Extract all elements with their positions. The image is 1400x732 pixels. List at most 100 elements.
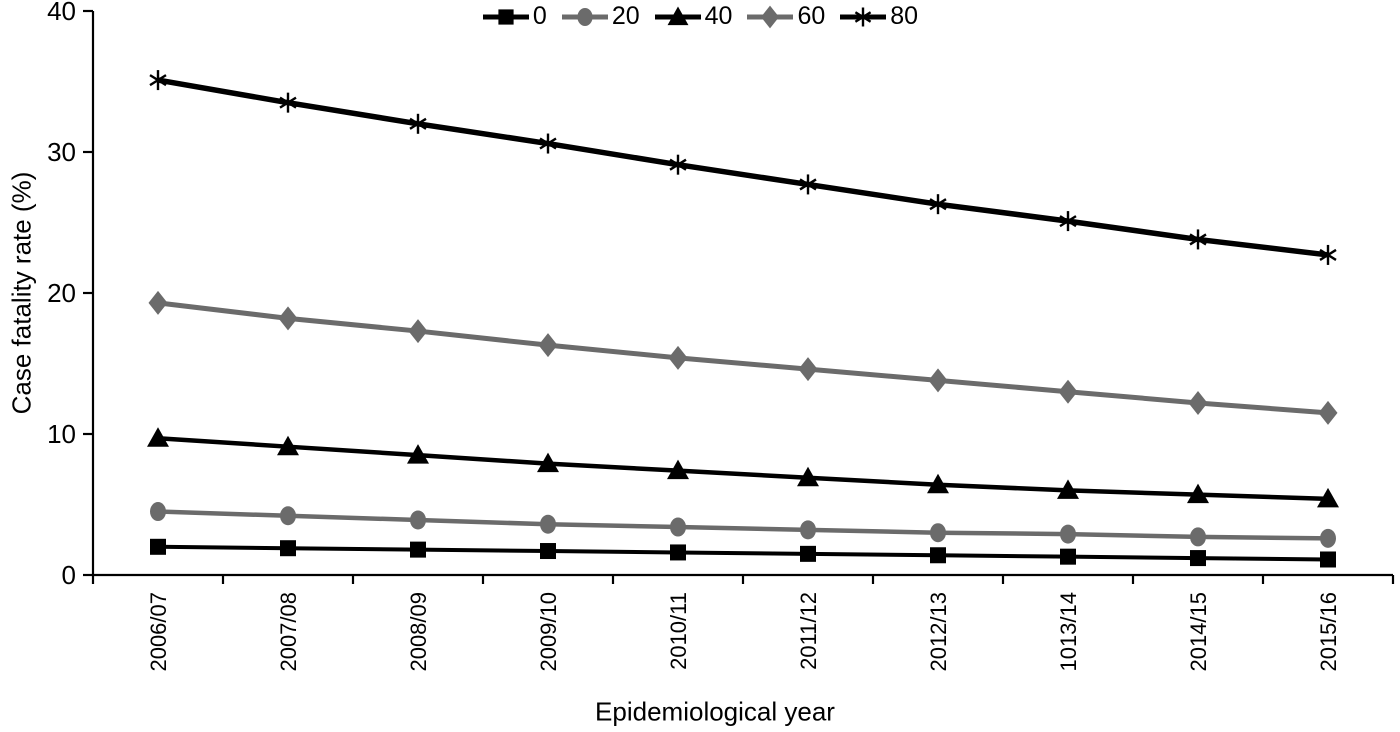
data-point-marker diamond-icon — [928, 368, 948, 393]
x-tick-label: 2014/15 — [1186, 592, 1211, 672]
data-point-marker diamond-icon — [798, 357, 818, 382]
data-point-marker asterisk-icon — [799, 178, 817, 191]
data-point-marker triangle-icon — [667, 459, 689, 480]
x-tick-label: 2011/12 — [796, 592, 821, 670]
legend: 0 20 40 60 80 — [0, 2, 1400, 31]
data-point-marker circle-icon — [930, 523, 946, 543]
data-point-marker square-icon — [540, 543, 556, 560]
legend-item-40: 40 — [654, 2, 733, 31]
legend-item-60: 60 — [746, 2, 825, 31]
legend-key-diamond-icon — [747, 5, 794, 28]
series-40 — [147, 427, 1339, 508]
data-point-marker triangle-icon — [797, 466, 819, 487]
series-line-20 — [157, 509, 1329, 541]
data-point-marker circle-icon — [1320, 528, 1336, 548]
legend-label: 40 — [704, 2, 733, 30]
data-point-marker square-icon — [410, 541, 426, 558]
data-point-marker asterisk-icon — [855, 10, 872, 23]
data-point-marker triangle-icon — [147, 427, 169, 447]
legend-key-square-icon — [482, 8, 529, 25]
data-point-marker diamond-icon — [1188, 390, 1208, 415]
data-point-marker asterisk-icon — [539, 137, 557, 150]
legend-label: 20 — [611, 2, 640, 30]
data-point-marker circle-icon — [410, 510, 426, 530]
data-point-marker asterisk-icon — [1189, 233, 1207, 246]
legend-item-0: 0 — [482, 2, 547, 31]
data-point-marker square-icon — [1060, 548, 1076, 565]
legend-item-80: 80 — [839, 2, 918, 31]
data-point-marker triangle-icon — [407, 444, 429, 464]
data-point-marker triangle-icon — [1187, 483, 1209, 504]
data-point-marker triangle-icon — [537, 452, 559, 473]
data-point-marker circle-icon — [800, 520, 816, 540]
data-point-marker circle-icon — [1060, 524, 1076, 544]
legend-label: 80 — [890, 2, 919, 30]
data-point-marker diamond-icon — [148, 290, 168, 315]
x-tick-label: 2015/16 — [1316, 592, 1341, 672]
legend-item-20: 20 — [561, 2, 640, 31]
data-point-marker circle-icon — [1190, 527, 1206, 547]
data-point-marker square-icon — [150, 538, 166, 555]
data-point-marker asterisk-icon — [279, 96, 297, 109]
data-point-marker square-icon — [498, 8, 514, 25]
x-axis-title: Epidemiological year — [595, 696, 835, 727]
legend-label: 0 — [532, 2, 547, 30]
data-point-marker asterisk-icon — [1059, 215, 1077, 228]
data-point-marker circle-icon — [540, 514, 556, 534]
data-point-marker square-icon — [800, 545, 816, 562]
legend-key-asterisk-icon — [840, 7, 887, 26]
data-point-marker square-icon — [670, 544, 686, 561]
legend-key-triangle-icon — [654, 6, 701, 25]
x-tick-label: 2012/13 — [926, 592, 951, 672]
y-tick-label: 40 — [47, 0, 76, 26]
data-point-marker triangle-icon — [927, 473, 949, 494]
series-80 — [149, 70, 1337, 265]
x-tick-label: 2010/11 — [666, 592, 691, 670]
data-point-marker triangle-icon — [667, 6, 689, 25]
data-point-marker asterisk-icon — [409, 117, 427, 130]
data-point-marker asterisk-icon — [149, 74, 167, 87]
data-point-marker diamond-icon — [1318, 400, 1338, 425]
x-tick-label: 2009/10 — [536, 592, 561, 672]
series-line-80 — [157, 77, 1329, 258]
legend-key-circle-icon — [561, 7, 608, 26]
data-point-marker circle-icon — [670, 517, 686, 537]
data-point-marker diamond-icon — [538, 333, 558, 358]
data-point-marker triangle-icon — [277, 435, 299, 456]
y-tick-label: 20 — [47, 278, 76, 308]
y-tick-label: 10 — [47, 419, 76, 449]
series-line-0 — [157, 544, 1329, 562]
data-point-marker circle-icon — [280, 506, 296, 526]
y-axis-title: Case fatality rate (%) — [6, 171, 37, 415]
data-point-marker diamond-icon — [278, 306, 298, 331]
data-point-marker asterisk-icon — [669, 158, 687, 171]
data-point-marker square-icon — [1320, 551, 1336, 568]
data-point-marker circle-icon — [150, 502, 166, 522]
data-point-marker square-icon — [280, 540, 296, 557]
series-60 — [148, 290, 1338, 425]
x-tick-label: 2007/08 — [276, 592, 301, 672]
data-point-marker diamond-icon — [1058, 379, 1078, 404]
data-point-marker diamond-icon — [668, 345, 688, 370]
data-point-marker circle-icon — [577, 7, 593, 26]
data-point-marker diamond-icon — [761, 5, 780, 28]
data-point-marker square-icon — [1190, 550, 1206, 567]
series-line-40 — [157, 435, 1329, 502]
data-point-marker asterisk-icon — [929, 198, 947, 211]
data-point-marker asterisk-icon — [1319, 248, 1337, 261]
data-point-marker triangle-icon — [1317, 487, 1339, 508]
x-tick-label: 1013/14 — [1056, 592, 1081, 672]
y-tick-label: 0 — [62, 560, 76, 590]
series-line-60 — [157, 300, 1329, 416]
series-20 — [150, 502, 1336, 548]
y-tick-label: 30 — [47, 137, 76, 167]
x-tick-label: 2006/07 — [146, 592, 171, 672]
data-point-marker diamond-icon — [408, 319, 428, 344]
data-point-marker triangle-icon — [1057, 479, 1079, 499]
series-0 — [150, 538, 1336, 568]
data-point-marker square-icon — [930, 547, 946, 564]
legend-label: 60 — [797, 2, 826, 30]
x-tick-label: 2008/09 — [406, 592, 431, 672]
